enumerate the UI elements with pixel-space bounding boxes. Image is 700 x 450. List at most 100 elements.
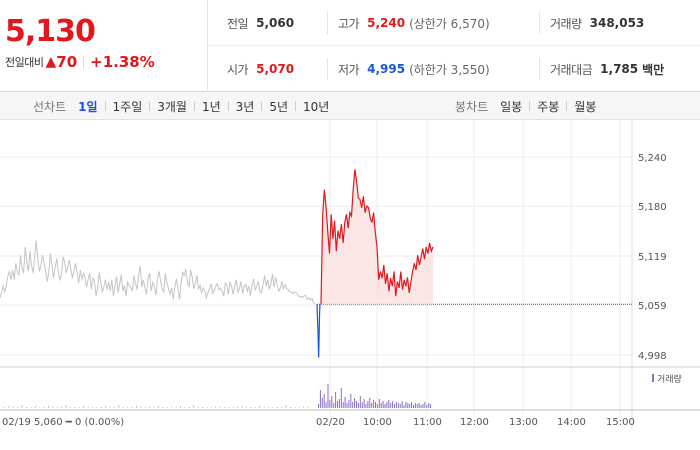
volume-bar xyxy=(96,407,98,408)
volume-bar xyxy=(294,407,296,408)
volume-bar xyxy=(329,400,331,408)
chart-axes: 5,240 5,180 5,119 5,059 4,998 거래량 02/20 10:00 11… xyxy=(2,153,682,428)
volume-bar xyxy=(43,407,45,408)
tab-line-1[interactable]: 1주일 xyxy=(112,99,143,114)
volume-bar xyxy=(109,407,111,408)
volume-bar xyxy=(365,404,367,408)
volume-bar xyxy=(426,405,428,408)
volume-bar xyxy=(136,406,137,408)
volume-bar xyxy=(250,407,252,408)
volume-bar xyxy=(333,403,335,408)
stat-label: 저가 xyxy=(338,62,360,77)
volume-bar xyxy=(369,398,371,408)
volume-bar xyxy=(290,407,291,408)
tab-separator xyxy=(227,101,229,111)
volume-bar xyxy=(414,403,416,408)
tab-candle-2[interactable]: 월봉 xyxy=(574,99,597,114)
volume-bar xyxy=(384,404,386,408)
tab-separator xyxy=(149,101,151,111)
stat-label: 전일 xyxy=(227,16,249,31)
intraday-chart: 5,240 5,180 5,119 5,059 4,998 거래량 02/20 10:00 11… xyxy=(0,120,700,430)
prev-day-series xyxy=(0,240,316,305)
volume-bar xyxy=(206,407,208,408)
tab-separator xyxy=(193,101,195,111)
volume-bar xyxy=(78,407,80,408)
volume-bar xyxy=(228,407,230,408)
quote-header: 5,130 전일대비 ▲ 70 +1.38% 전일 5,060 고가 5,240… xyxy=(0,0,700,92)
volume-bar xyxy=(346,403,348,408)
volume-bar xyxy=(340,388,342,408)
volume-bar xyxy=(8,406,10,408)
today-line xyxy=(320,169,434,305)
tab-line-3[interactable]: 1년 xyxy=(201,99,221,114)
upper-limit: (상한가 6,570) xyxy=(409,16,490,31)
volume-bar xyxy=(26,407,27,408)
volume-bar xyxy=(357,403,359,408)
volume-bar xyxy=(376,404,378,408)
volume-bar xyxy=(272,407,274,408)
volume-bar xyxy=(430,404,432,408)
volume-bar xyxy=(52,407,54,408)
volume-bar xyxy=(420,405,422,408)
stats-row-1: 전일 5,060 고가 5,240 (상한가 6,570) 거래량 348,05… xyxy=(209,0,700,46)
volume-bar xyxy=(100,407,102,408)
change-label: 전일대비 xyxy=(5,56,44,69)
stat-label: 거래량 xyxy=(550,16,582,31)
volume-bar xyxy=(416,404,418,408)
volume-bar xyxy=(350,394,352,408)
volume-bar xyxy=(162,407,164,408)
stat-high: 고가 5,240 (상한가 6,570) xyxy=(338,0,490,46)
tab-candle-1[interactable]: 주봉 xyxy=(537,99,560,114)
tab-candle-0[interactable]: 일봉 xyxy=(500,99,523,114)
stat-volume: 거래량 348,053 xyxy=(550,0,644,46)
tab-line-6[interactable]: 10년 xyxy=(303,99,330,114)
today-series xyxy=(316,169,632,358)
current-price: 5,130 xyxy=(5,14,96,49)
volume-bar xyxy=(378,399,380,408)
tab-line-5[interactable]: 5년 xyxy=(269,99,289,114)
volume-bar xyxy=(371,403,373,408)
volume-bar xyxy=(224,407,225,408)
volume-bar xyxy=(307,407,309,408)
volume-bar xyxy=(422,404,424,408)
volume-bar xyxy=(131,407,133,408)
stat-value: 4,995 xyxy=(367,62,406,76)
tab-line-0[interactable]: 1일 xyxy=(78,99,98,114)
volume-bar xyxy=(171,407,173,408)
volume-bar xyxy=(331,396,333,408)
line-chart-tabs: 선차트 1일 1주일 3개월 1년 3년 5년 10년 xyxy=(33,92,331,120)
volume-bar xyxy=(144,407,146,408)
volume-bar xyxy=(17,407,19,408)
volume-bar xyxy=(105,406,107,408)
volume-bar xyxy=(127,407,129,408)
tab-line-2[interactable]: 3개월 xyxy=(157,99,187,114)
stat-value: 5,060 xyxy=(256,16,295,30)
volume-bar xyxy=(298,407,300,408)
volume-bar xyxy=(246,407,247,408)
volume-bar xyxy=(140,407,142,408)
volume-bar xyxy=(359,396,361,408)
volume-bar xyxy=(399,404,401,408)
stat-divider xyxy=(327,12,328,34)
volume-bar xyxy=(122,407,124,408)
volume-legend-label: 거래량 xyxy=(657,373,682,385)
volume-bar xyxy=(319,390,321,408)
change-divider xyxy=(83,55,85,69)
lower-limit: (하한가 3,550) xyxy=(409,62,490,77)
quote-stats: 전일 5,060 고가 5,240 (상한가 6,570) 거래량 348,05… xyxy=(209,0,700,92)
tab-line-4[interactable]: 3년 xyxy=(235,99,255,114)
volume-bar xyxy=(321,398,323,408)
volume-bar xyxy=(418,403,420,408)
volume-bar xyxy=(352,402,354,408)
volume-bar xyxy=(61,407,63,408)
chart-tabs-bar: 선차트 1일 1주일 3개월 1년 3년 5년 10년 봉차트 일봉 주봉 월봉 xyxy=(0,92,700,120)
volume-bar xyxy=(215,406,217,408)
volume-bar xyxy=(70,407,71,408)
volume-bar xyxy=(394,404,395,408)
volume-bar xyxy=(342,402,344,408)
volume-bar xyxy=(303,406,305,408)
stat-label: 고가 xyxy=(338,16,360,31)
volume-bar xyxy=(268,407,269,408)
volume-bar xyxy=(276,407,278,408)
volume-bar xyxy=(175,407,177,408)
